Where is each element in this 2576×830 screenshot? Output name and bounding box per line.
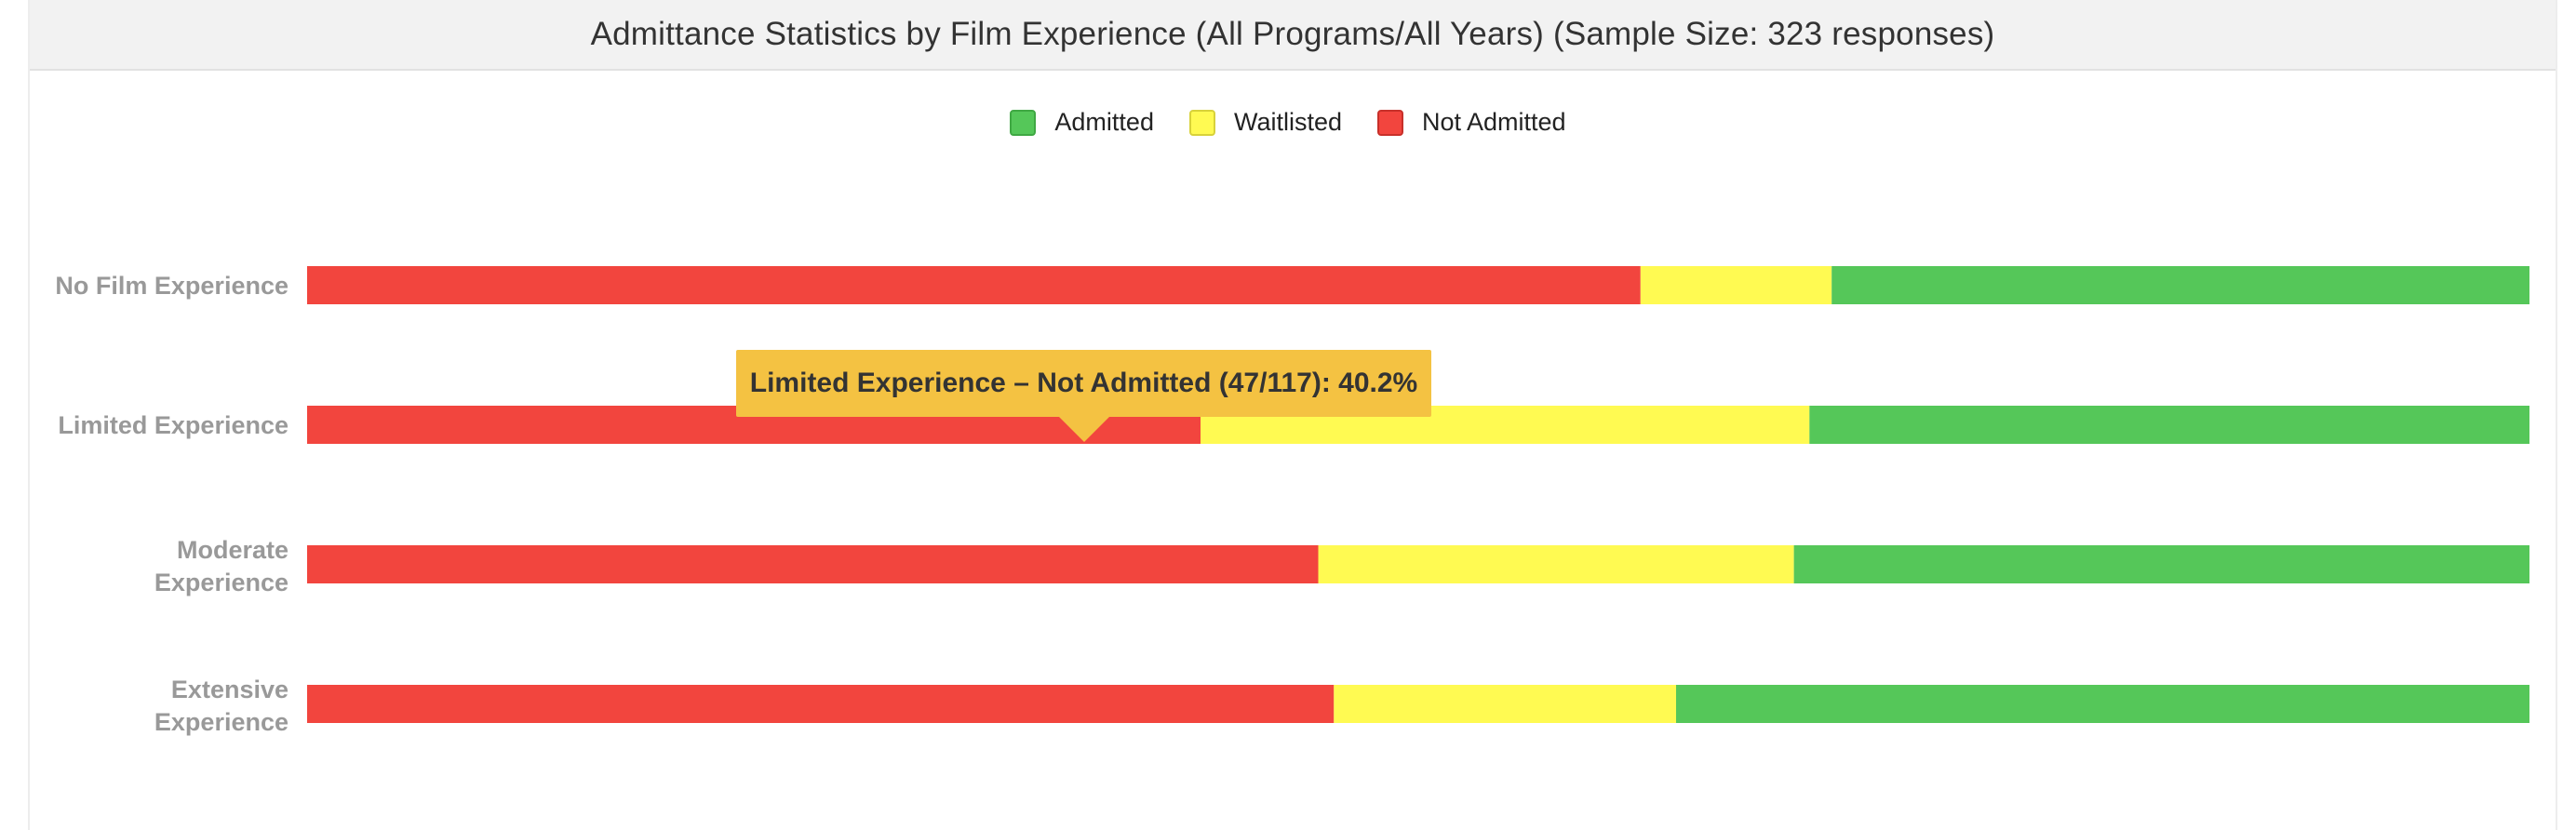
bar-extensive-experience-not-admitted[interactable]: [307, 685, 1335, 723]
tooltip-arrow: [1058, 416, 1110, 442]
tooltip-text: Limited Experience – Not Admitted (47/11…: [749, 368, 1418, 398]
bar-extensive-experience-admitted[interactable]: [1676, 685, 2529, 723]
bar-moderate-experience-waitlisted[interactable]: [1318, 545, 1794, 583]
bar-limited-experience-admitted[interactable]: [1809, 406, 2529, 444]
panel-header: Admittance Statistics by Film Experience…: [30, 0, 2556, 71]
legend-label-not-admitted: Not Admitted: [1422, 108, 1566, 136]
category-label-limited-experience: Limited Experience: [58, 411, 288, 439]
legend-item-waitlisted[interactable]: Waitlisted: [1188, 108, 1342, 137]
legend-swatch-not-admitted: [1377, 109, 1403, 136]
legend-swatch-waitlisted: [1188, 109, 1215, 136]
legend-swatch-admitted: [1010, 109, 1037, 136]
bar-no-film-experience-admitted[interactable]: [1831, 266, 2529, 304]
bar-no-film-experience-not-admitted[interactable]: [307, 266, 1641, 304]
bar-moderate-experience-admitted[interactable]: [1793, 545, 2529, 583]
legend-label-admitted: Admitted: [1054, 108, 1154, 136]
legend-label-waitlisted: Waitlisted: [1233, 108, 1342, 136]
legend-item-not-admitted[interactable]: Not Admitted: [1377, 108, 1566, 137]
bar-no-film-experience-waitlisted[interactable]: [1640, 266, 1832, 304]
chart-legend: Admitted Waitlisted Not Admitted: [0, 108, 2576, 137]
chart-tooltip: Limited Experience – Not Admitted (47/11…: [736, 350, 1431, 417]
chart-title: Admittance Statistics by Film Experience…: [590, 16, 1995, 52]
legend-item-admitted[interactable]: Admitted: [1010, 108, 1154, 137]
bar-extensive-experience-waitlisted[interactable]: [1334, 685, 1677, 723]
category-label-moderate-experience: Moderate Experience: [154, 536, 288, 596]
bar-moderate-experience-not-admitted[interactable]: [307, 545, 1319, 583]
category-label-no-film-experience: No Film Experience: [55, 272, 288, 300]
category-label-extensive-experience: Extensive Experience: [154, 676, 288, 736]
